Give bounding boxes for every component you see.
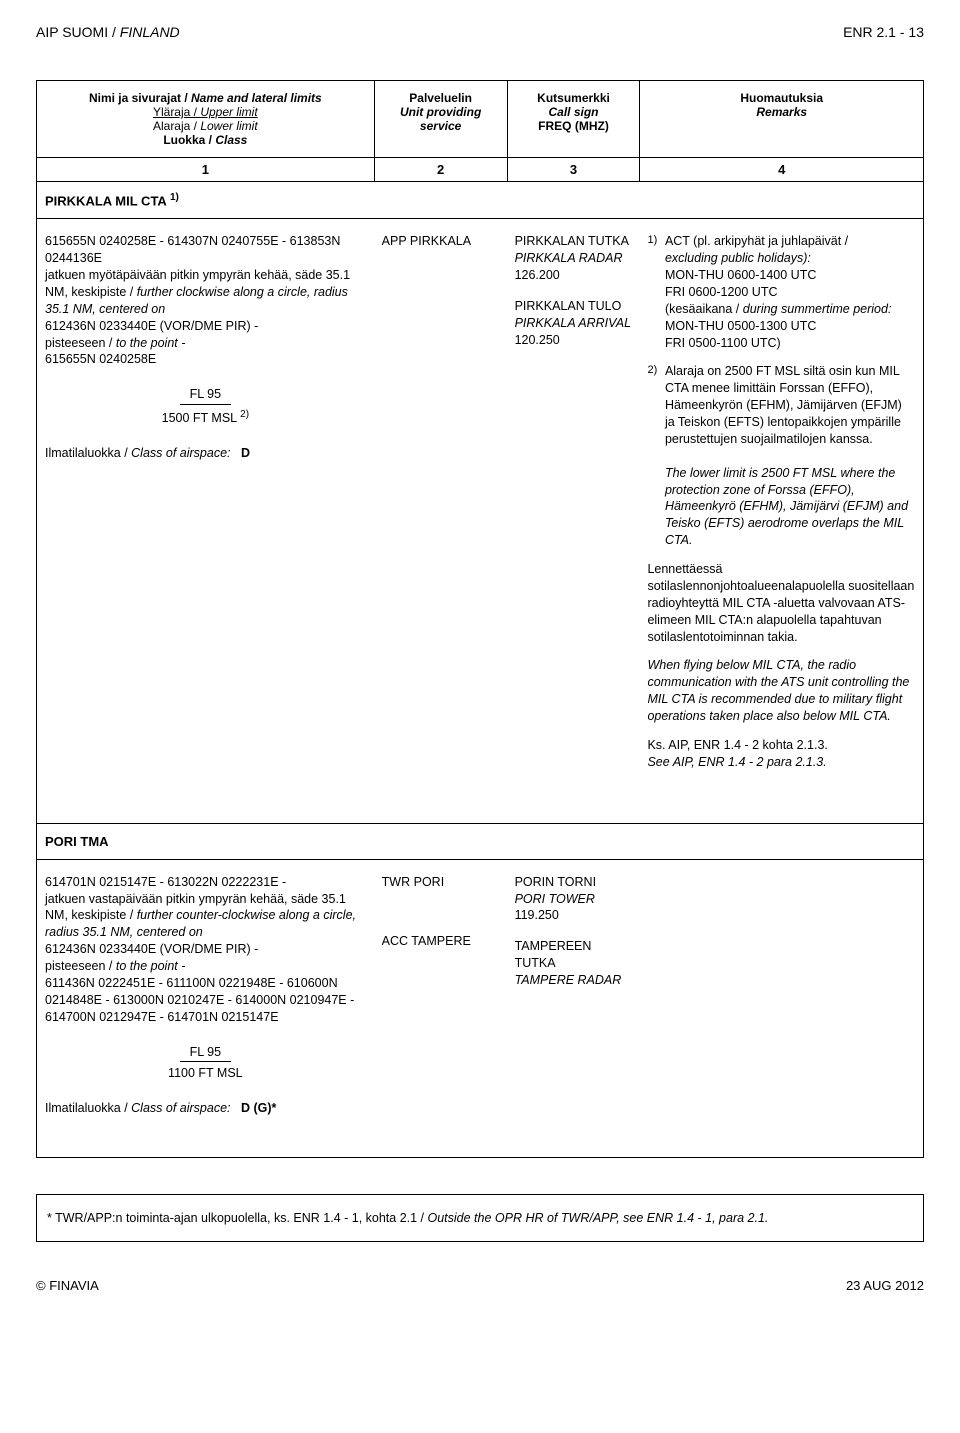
col-header-1: Nimi ja sivurajat / Name and lateral lim… xyxy=(37,81,374,157)
section-title-pirkkala: PIRKKALA MIL CTA 1) xyxy=(37,182,923,219)
pori-airspace-class: Ilmatilaluokka / Class of airspace: D (G… xyxy=(45,1100,366,1117)
note-2-body: Alaraja on 2500 FT MSL siltä osin kun MI… xyxy=(665,363,915,549)
pori-units: TWR PORI ACC TAMPERE xyxy=(374,874,507,1118)
callsign-pirkkala-radar: PIRKKALAN TUTKA PIRKKALA RADAR 126.200 xyxy=(515,233,632,284)
callsign-pori-tower: PORIN TORNI PORI TOWER 119.250 xyxy=(515,874,632,925)
pirkkala-unit: APP PIRKKALA xyxy=(374,233,507,782)
col-header-3: Kutsumerkki Call sign FREQ (MHZ) xyxy=(507,81,640,157)
callsign-tampere-radar: TAMPEREEN TUTKA TAMPERE RADAR xyxy=(515,938,632,989)
colnum-4: 4 xyxy=(639,158,923,181)
unit-twr-pori: TWR PORI xyxy=(382,874,499,891)
unit-acc-tampere: ACC TAMPERE xyxy=(382,933,499,950)
col-header-4: Huomautuksia Remarks xyxy=(639,81,923,157)
callsign-pirkkala-arrival: PIRKKALAN TULO PIRKKALA ARRIVAL 120.250 xyxy=(515,298,632,349)
section-pori-row: 614701N 0215147E - 613022N 0222231E - ja… xyxy=(37,860,923,1158)
pori-upper-limit: FL 95 xyxy=(180,1044,232,1063)
remark-p5: Ks. AIP, ENR 1.4 - 2 kohta 2.1.3. See AI… xyxy=(647,737,915,771)
footnote-box: * TWR/APP:n toiminta-ajan ulkopuolella, … xyxy=(36,1194,924,1242)
pori-callsigns: PORIN TORNI PORI TOWER 119.250 TAMPEREEN… xyxy=(507,874,640,1118)
pori-limits: 614701N 0215147E - 613022N 0222231E - ja… xyxy=(37,874,374,1118)
section-pirkkala-row: 615655N 0240258E - 614307N 0240755E - 61… xyxy=(37,219,923,822)
remark-p3: Lennettäessä sotilaslennonjohtoalueenala… xyxy=(647,561,915,645)
page-header: AIP SUOMI / FINLAND ENR 2.1 - 13 xyxy=(36,24,924,40)
remark-p4: When flying below MIL CTA, the radio com… xyxy=(647,657,915,725)
pirkkala-callsigns: PIRKKALAN TUTKA PIRKKALA RADAR 126.200 P… xyxy=(507,233,640,782)
pirkkala-vertical-limits: FL 95 1500 FT MSL 2) xyxy=(45,386,366,427)
pirkkala-airspace-class: Ilmatilaluokka / Class of airspace: D xyxy=(45,445,366,462)
pirkkala-limits: 615655N 0240258E - 614307N 0240755E - 61… xyxy=(37,233,374,782)
colnum-2: 2 xyxy=(374,158,507,181)
pori-lower-limit: 1100 FT MSL xyxy=(168,1066,243,1080)
note-1-num: 1) xyxy=(647,233,661,248)
pori-vertical-limits: FL 95 1100 FT MSL xyxy=(45,1044,366,1083)
colnum-3: 3 xyxy=(507,158,640,181)
header-right: ENR 2.1 - 13 xyxy=(843,24,924,40)
pirkkala-remarks: 1) ACT (pl. arkipyhät ja juhlapäivät / e… xyxy=(639,233,923,782)
note-2-num: 2) xyxy=(647,363,661,378)
pori-remarks xyxy=(639,874,923,1118)
footer-right: 23 AUG 2012 xyxy=(846,1278,924,1293)
footer-left: © FINAVIA xyxy=(36,1278,99,1293)
column-number-row: 1 2 3 4 xyxy=(37,158,923,182)
section-title-pori: PORI TMA xyxy=(37,823,923,860)
header-left: AIP SUOMI / FINLAND xyxy=(36,24,180,40)
header-left-italic: FINLAND xyxy=(120,24,180,40)
colnum-1: 1 xyxy=(37,158,374,181)
page-footer: © FINAVIA 23 AUG 2012 xyxy=(36,1278,924,1293)
pirkkala-lower-limit: 1500 FT MSL 2) xyxy=(162,411,249,425)
main-table: Nimi ja sivurajat / Name and lateral lim… xyxy=(36,80,924,1158)
note-1-body: ACT (pl. arkipyhät ja juhlapäivät / excl… xyxy=(665,233,915,351)
pirkkala-upper-limit: FL 95 xyxy=(180,386,232,405)
col-header-2: Palveluelin Unit providing service xyxy=(374,81,507,157)
table-header-row: Nimi ja sivurajat / Name and lateral lim… xyxy=(37,81,923,158)
